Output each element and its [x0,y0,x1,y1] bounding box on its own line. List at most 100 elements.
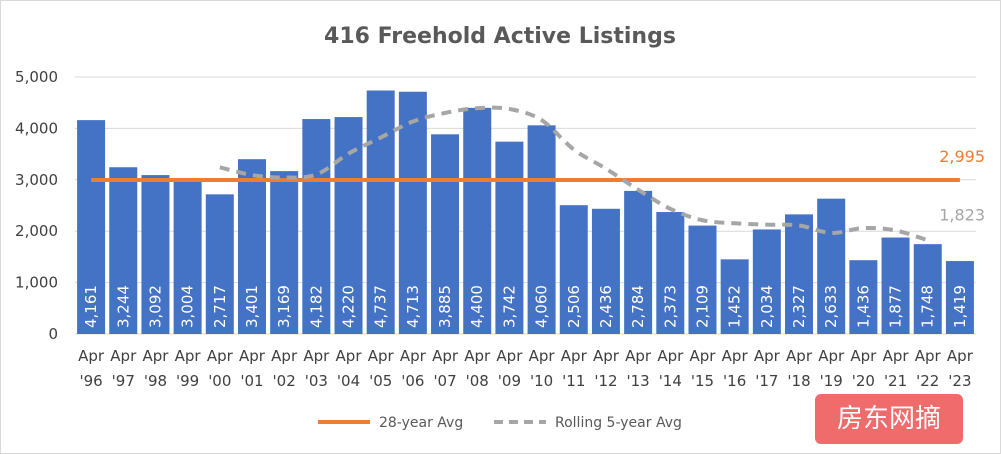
bar [398,91,427,334]
x-tick-label-year: '14 [659,372,682,390]
bar [527,125,556,334]
x-tick-label-month: Apr [496,347,523,365]
x-tick-label-year: '99 [176,372,199,390]
x-tick-label-year: '02 [273,372,296,390]
x-tick-label-month: Apr [690,347,717,365]
x-tick-label-year: '17 [755,372,778,390]
bar-labels: 4,161 3,244 3,092 3,004 2,717 3,401 3,169 4,182… [82,285,969,328]
x-tick-label-year: '01 [240,372,263,390]
bar-value-label: 4,060 [533,285,551,328]
x-tick-label-year: '09 [498,372,521,390]
x-tick-label-month: Apr [400,347,427,365]
bar [752,229,781,334]
y-tick-label: 1,000 [15,274,58,292]
x-tick-label-month: Apr [883,347,910,365]
x-tick-label-month: Apr [78,347,105,365]
x-tick-label-month: Apr [947,347,974,365]
x-tick-label-year: '12 [594,372,617,390]
x-tick-label-year: '07 [433,372,456,390]
x-tick-label-month: Apr [110,347,137,365]
x-tick-label-month: Apr [175,347,202,365]
bar-value-label: 3,244 [114,285,132,328]
x-tick-label-year: '20 [852,372,875,390]
x-tick-label-month: Apr [915,347,942,365]
bar [720,259,749,334]
x-tick-label-year: '11 [562,372,585,390]
x-tick-label-year: '97 [112,372,135,390]
bar [109,167,138,334]
bar-value-label: 4,161 [82,285,100,328]
bar-value-label: 3,169 [275,285,293,328]
bar-value-label: 1,877 [887,285,905,328]
bar-value-label: 1,452 [726,285,744,328]
bar-value-label: 2,436 [597,285,615,328]
bar-value-label: 3,092 [146,285,164,328]
y-tick-label: 4,000 [15,119,58,137]
bar-value-label: 4,182 [307,285,325,328]
x-tick-label-year: '04 [337,372,360,390]
bar [463,107,492,334]
bar [237,159,266,334]
x-tick-label-year: '05 [369,372,392,390]
x-tick-label-month: Apr [754,347,781,365]
x-tick-label-year: '16 [723,372,746,390]
x-tick-label-month: Apr [561,347,588,365]
bar-value-label: 2,327 [790,285,808,328]
bar-value-label: 2,109 [693,285,711,328]
bar [141,175,170,334]
x-tick-label-month: Apr [271,347,298,365]
watermark-badge: 房东网摘 [815,394,963,444]
bar [817,198,846,334]
bar [270,171,299,334]
bar [688,225,717,334]
x-tick-label-month: Apr [239,347,266,365]
x-tick-label-month: Apr [850,347,877,365]
bar [495,141,524,334]
bar-value-label: 4,713 [404,285,422,328]
x-axis: Apr '96 Apr '97 Apr '98 Apr '99 Apr '00 Apr '01 Apr '… [78,347,974,390]
bar [945,261,974,334]
bar-value-label: 2,373 [661,285,679,328]
legend: 28-year Avg Rolling 5-year Avg [318,415,682,431]
rolling-avg-line [219,105,929,243]
y-tick-label: 2,000 [15,222,58,240]
bar-value-label: 3,742 [500,285,518,328]
x-tick-label-month: Apr [625,347,652,365]
bar-value-label: 3,885 [436,285,454,328]
x-tick-label-month: Apr [464,347,491,365]
x-tick-label-month: Apr [368,347,395,365]
bar-value-label: 1,436 [854,285,872,328]
x-tick-label-month: Apr [786,347,813,365]
bar [624,190,653,334]
bar [173,179,202,334]
rolling-avg-label: 1,823 [939,205,985,224]
bar-value-label: 4,400 [468,285,486,328]
bar-value-label: 2,506 [565,285,583,328]
bar-value-label: 4,737 [372,285,390,328]
x-tick-label-year: '23 [948,372,971,390]
bar [77,120,106,334]
x-tick-label-year: '22 [916,372,939,390]
x-tick-label-month: Apr [303,347,330,365]
x-tick-label-month: Apr [529,347,556,365]
x-tick-label-year: '08 [466,372,489,390]
bar-value-label: 3,401 [243,285,261,328]
y-tick-label: 3,000 [15,171,58,189]
x-tick-label-month: Apr [336,347,363,365]
x-tick-label-year: '18 [787,372,810,390]
y-axis: 0 1,000 2,000 3,000 4,000 5,000 [15,68,58,343]
legend-label-avg: 28-year Avg [379,415,463,431]
x-tick-label-year: '10 [530,372,553,390]
x-tick-label-month: Apr [818,347,845,365]
x-tick-label-year: '03 [305,372,328,390]
avg-line-label: 2,995 [939,147,985,166]
bar-value-label: 1,748 [919,285,937,328]
x-tick-label-year: '98 [144,372,167,390]
x-tick-label-year: '00 [208,372,231,390]
x-tick-label-month: Apr [722,347,749,365]
bar [785,214,814,334]
x-tick-label-month: Apr [207,347,234,365]
x-tick-label-year: '96 [79,372,102,390]
bar [591,208,620,334]
